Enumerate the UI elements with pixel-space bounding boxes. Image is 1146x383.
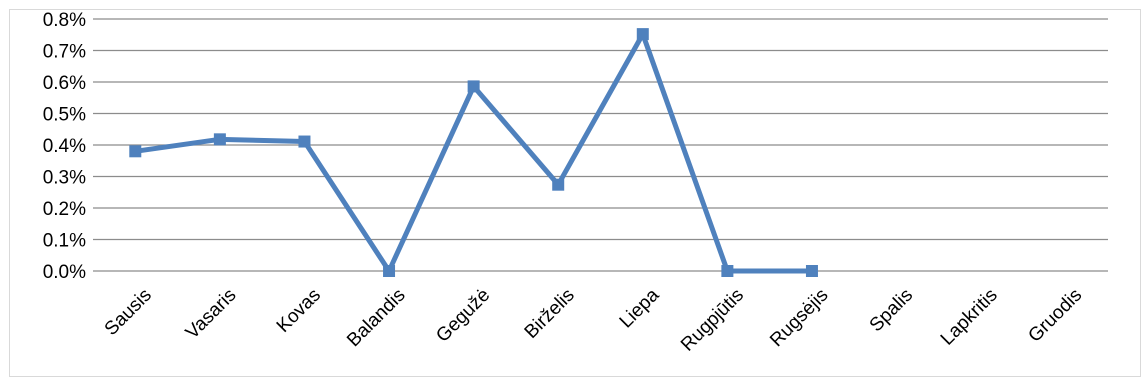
y-tick-label: 0.7% [43,42,86,63]
y-tick-label: 0.1% [43,231,86,252]
x-tick-label-0: Sausis [101,285,156,340]
y-tick-label: 0.3% [43,168,86,189]
data-point-gegužė [467,80,480,93]
y-tick-label: 0.2% [43,199,86,220]
x-tick-label-2: Kovas [273,285,325,337]
x-tick-label-6: Liepa [616,284,664,332]
data-point-rugsėjis [805,265,818,277]
data-point-rugpjūtis [721,265,734,277]
chart-frame [9,9,1141,377]
y-tick-label: 0.4% [43,136,86,157]
y-axis-tick-labels: 0.0% 0.1% 0.2% 0.3% 0.4% 0.5% 0.6% 0.7% 0.8% [43,10,86,283]
series-layer [129,28,818,277]
x-tick-label-7: Rugpjūtis [677,285,748,356]
x-tick-label-1: Vasaris [182,285,241,344]
x-tick-label-9: Spalis [866,285,917,336]
x-tick-label-10: Lapkritis [937,285,1002,350]
y-tick-label: 0.6% [43,73,86,94]
series-line-0 [132,31,815,274]
data-point-liepa [636,28,649,41]
data-point-balandis [383,265,396,277]
y-tick-label: 0.0% [43,262,86,283]
data-point-birželis [552,178,565,191]
y-tick-label: 0.5% [43,105,86,126]
data-point-vasaris [213,133,226,146]
x-tick-label-11: Gruodis [1024,285,1086,347]
x-axis-tick-labels: Sausis Vasaris Kovas Balandis Gegužė Birželis… [101,284,1087,355]
data-point-sausis [129,145,142,158]
x-tick-label-4: Gegužė [432,285,494,347]
data-point-kovas [298,135,311,148]
gridlines [93,18,1108,272]
x-tick-label-3: Balandis [343,285,409,351]
y-tick-label: 0.8% [43,10,86,31]
x-tick-label-8: Rugsėjis [766,285,832,351]
x-tick-label-5: Birželis [521,285,579,343]
